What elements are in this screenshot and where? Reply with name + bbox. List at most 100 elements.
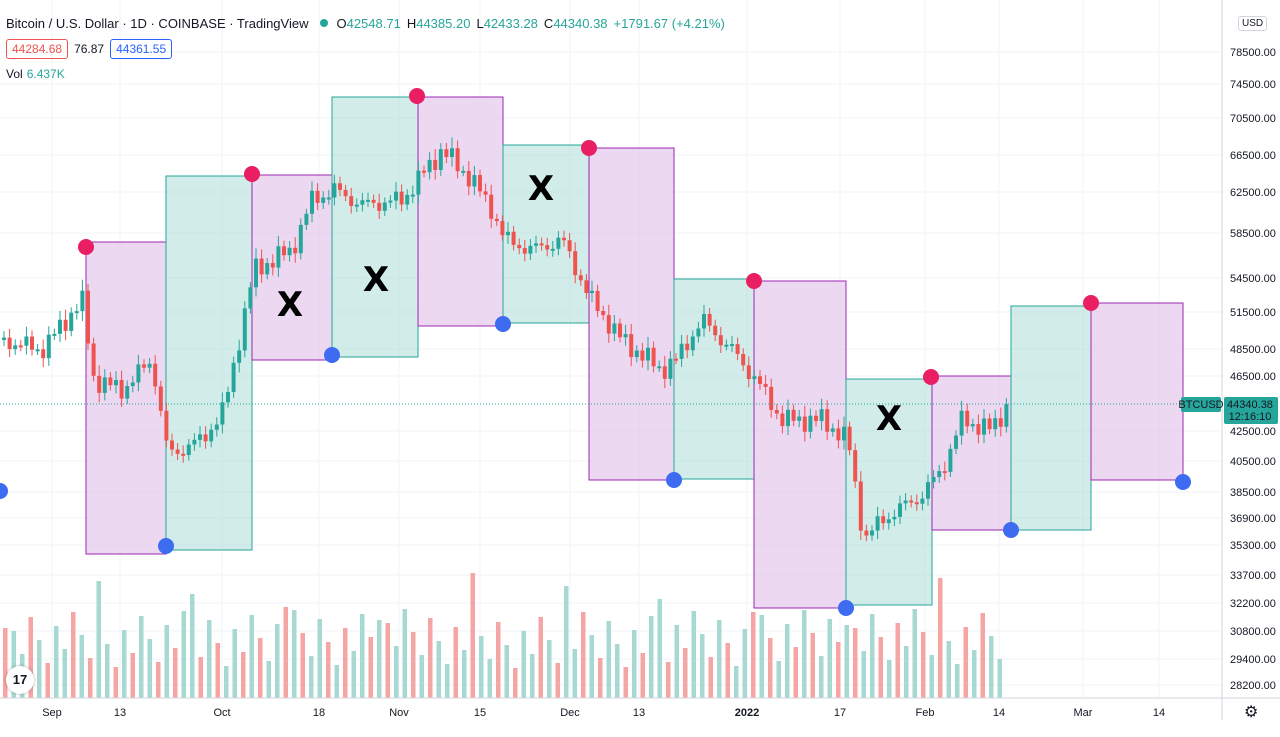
candle-body <box>433 159 438 170</box>
volume-bar <box>198 657 203 698</box>
volume-bar <box>572 649 577 698</box>
candle-body <box>181 453 186 456</box>
candle-body <box>382 202 387 211</box>
candle-body <box>438 149 443 170</box>
volume-bar <box>470 573 475 698</box>
candle-body <box>982 418 986 435</box>
swing-high-dot <box>409 88 425 104</box>
candle-body <box>136 364 141 383</box>
volume-bar <box>929 655 934 698</box>
candle-body <box>461 170 466 173</box>
green-zone-box <box>1010 305 1092 531</box>
candle-body <box>690 336 695 351</box>
candle-body <box>265 263 270 275</box>
price-tick-label: 35300.00 <box>1230 540 1276 552</box>
candle-body <box>287 247 292 256</box>
candle-body <box>590 290 594 293</box>
volume-bar <box>88 658 93 698</box>
time-tick-label: 2022 <box>735 707 759 719</box>
candle-body <box>556 237 561 249</box>
volume-bar <box>598 658 603 698</box>
gear-icon[interactable]: ⚙ <box>1244 704 1259 721</box>
candle-body <box>629 334 634 358</box>
volume-bar <box>28 617 33 698</box>
candle-body <box>959 410 964 436</box>
tradingview-logo-icon[interactable]: 17 <box>6 666 34 694</box>
candle-body <box>931 476 936 483</box>
candle-body <box>231 362 236 392</box>
buy-button[interactable]: 44361.55 <box>110 39 173 59</box>
low-label: L <box>476 16 484 31</box>
candle-body <box>993 418 998 430</box>
candle-body <box>360 200 365 205</box>
candle-body <box>909 500 914 503</box>
volume-bar <box>632 630 637 698</box>
volume-bar <box>708 657 713 698</box>
candle-body <box>108 377 113 386</box>
volume-bar <box>122 630 127 698</box>
candle-body <box>634 350 639 358</box>
candle-body <box>416 170 421 195</box>
swing-high-dot <box>746 273 762 289</box>
symbol-title[interactable]: Bitcoin / U.S. Dollar · 1D · COINBASE · … <box>6 16 309 31</box>
volume-bar <box>479 636 484 698</box>
volume-bar <box>861 651 866 698</box>
price-tick-label: 32200.00 <box>1230 598 1276 610</box>
candle-body <box>567 240 572 252</box>
volume-bar <box>810 633 815 698</box>
candle-body <box>405 194 410 205</box>
candle-body <box>545 245 550 250</box>
volume-bar <box>887 660 892 698</box>
volume-bar <box>513 668 518 698</box>
candle-body <box>164 410 169 441</box>
volume-bar <box>504 645 509 698</box>
volume-bar <box>725 643 730 698</box>
volume-bar <box>521 631 526 698</box>
volume-bar <box>292 610 297 698</box>
swing-high-dot <box>923 369 939 385</box>
spread-value: 76.87 <box>74 42 105 56</box>
swing-low-dot <box>1003 522 1019 538</box>
x-mark-annotation: X <box>363 260 389 300</box>
candle-body <box>808 415 813 432</box>
candle-body <box>2 337 6 340</box>
candle-body <box>63 319 68 331</box>
close-value: 44340.38 <box>553 16 608 31</box>
volume-bar <box>487 659 492 698</box>
swing-high-dot <box>581 140 597 156</box>
candle-body <box>976 424 981 435</box>
market-status-icon <box>320 19 329 27</box>
price-tick-label: 46500.00 <box>1230 371 1276 383</box>
x-mark-annotation: X <box>277 285 303 325</box>
volume-bar <box>734 666 739 698</box>
candle-body <box>847 426 852 451</box>
time-tick-label: Sep <box>42 707 62 719</box>
bid-ask: 44284.68 76.87 44361.55 <box>6 39 173 59</box>
volume-label: Vol <box>6 67 23 81</box>
currency-selector[interactable]: USD <box>1238 16 1268 31</box>
volume-bar <box>547 640 552 698</box>
candle-body <box>24 336 29 346</box>
volume-bar <box>606 621 611 698</box>
time-tick-label: 13 <box>633 707 645 719</box>
volume-bar <box>402 609 407 698</box>
volume-bar <box>759 615 764 698</box>
candle-body <box>522 248 527 254</box>
volume-bar <box>309 656 314 698</box>
candle-body <box>332 183 337 198</box>
candle-body <box>819 409 824 422</box>
candle-body <box>242 308 247 351</box>
volume-bar <box>921 632 926 698</box>
volume-bar <box>657 599 662 698</box>
candle-body <box>153 363 158 387</box>
candle-body <box>584 280 589 293</box>
volume-bar <box>113 667 118 698</box>
sell-button[interactable]: 44284.68 <box>6 39 69 59</box>
price-tick-label: 33700.00 <box>1230 570 1276 582</box>
volume-bar <box>955 664 960 698</box>
volume-bar <box>496 622 501 698</box>
candle-body <box>58 319 62 334</box>
price-tick-label: 70500.00 <box>1230 113 1276 125</box>
